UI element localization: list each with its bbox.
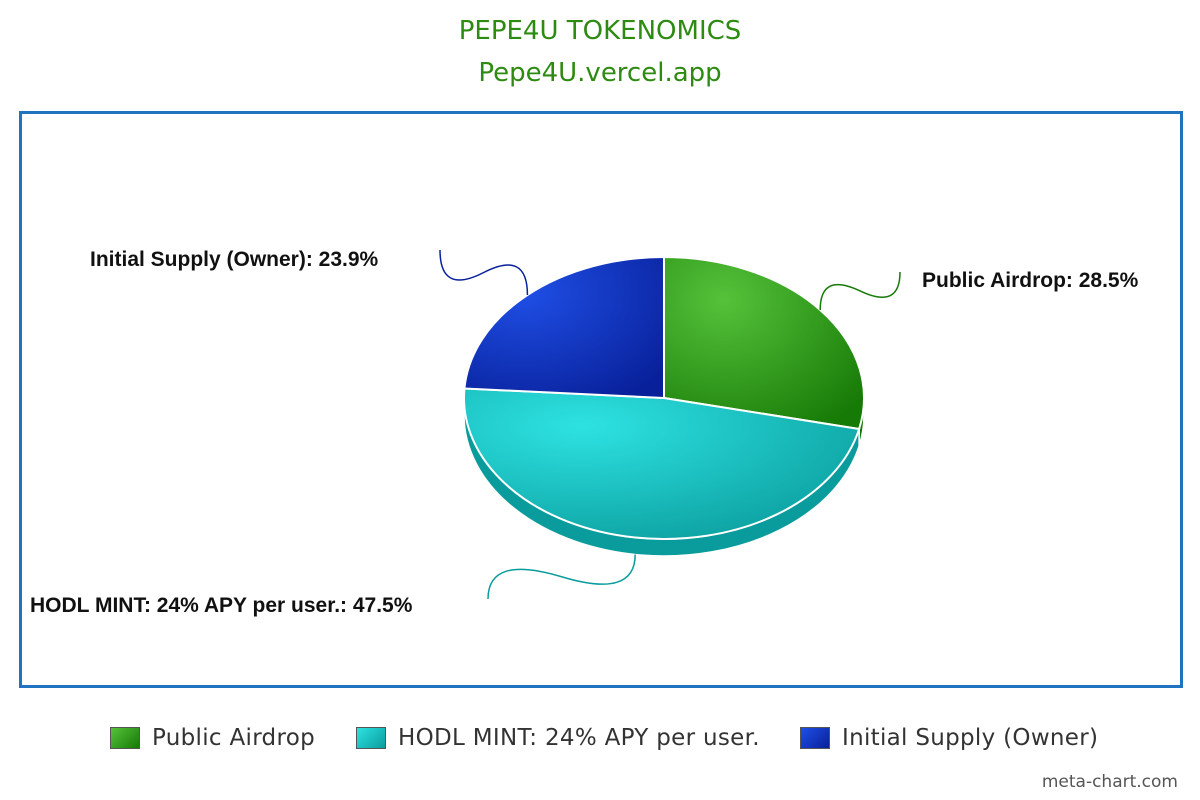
legend-item-initial-supply[interactable]: Initial Supply (Owner) <box>800 722 1098 754</box>
legend-item-hodl-mint[interactable]: HODL MINT: 24% APY per user. <box>356 722 760 754</box>
pie-slice-0[interactable] <box>663 255 865 431</box>
chart-title: PEPE4U TOKENOMICS <box>458 16 742 46</box>
leader-line-2 <box>439 249 529 295</box>
legend-label: Public Airdrop <box>152 725 315 751</box>
pie-labels: Public Airdrop: 28.5% HODL MINT: 24% APY … <box>30 248 1139 617</box>
watermark: meta-chart.com <box>1041 772 1178 792</box>
legend-swatch-hodl-mint <box>356 727 386 749</box>
legend: Public Airdrop HODL MINT: 24% APY per us… <box>0 722 1200 754</box>
slice-label-2: Initial Supply (Owner): 23.9% <box>90 248 379 271</box>
plot-frame <box>19 111 1183 688</box>
legend-label: HODL MINT: 24% APY per user. <box>398 725 760 751</box>
chart-subtitle: Pepe4U.vercel.app <box>478 58 722 88</box>
legend-label: Initial Supply (Owner) <box>842 725 1099 751</box>
legend-item-public-airdrop[interactable]: Public Airdrop <box>110 722 315 754</box>
legend-swatch-initial-supply <box>800 727 830 749</box>
pie-leaders <box>439 249 901 600</box>
leader-line-0 <box>819 271 901 310</box>
slice-label-0: Public Airdrop: 28.5% <box>922 269 1139 292</box>
pie-slice-1[interactable] <box>463 387 861 541</box>
pie-slice-2[interactable] <box>463 255 665 400</box>
pie-slices <box>463 255 865 541</box>
leader-line-1 <box>487 554 636 600</box>
slice-label-1: HODL MINT: 24% APY per user.: 47.5% <box>30 594 413 617</box>
legend-swatch-public-airdrop <box>110 727 140 749</box>
